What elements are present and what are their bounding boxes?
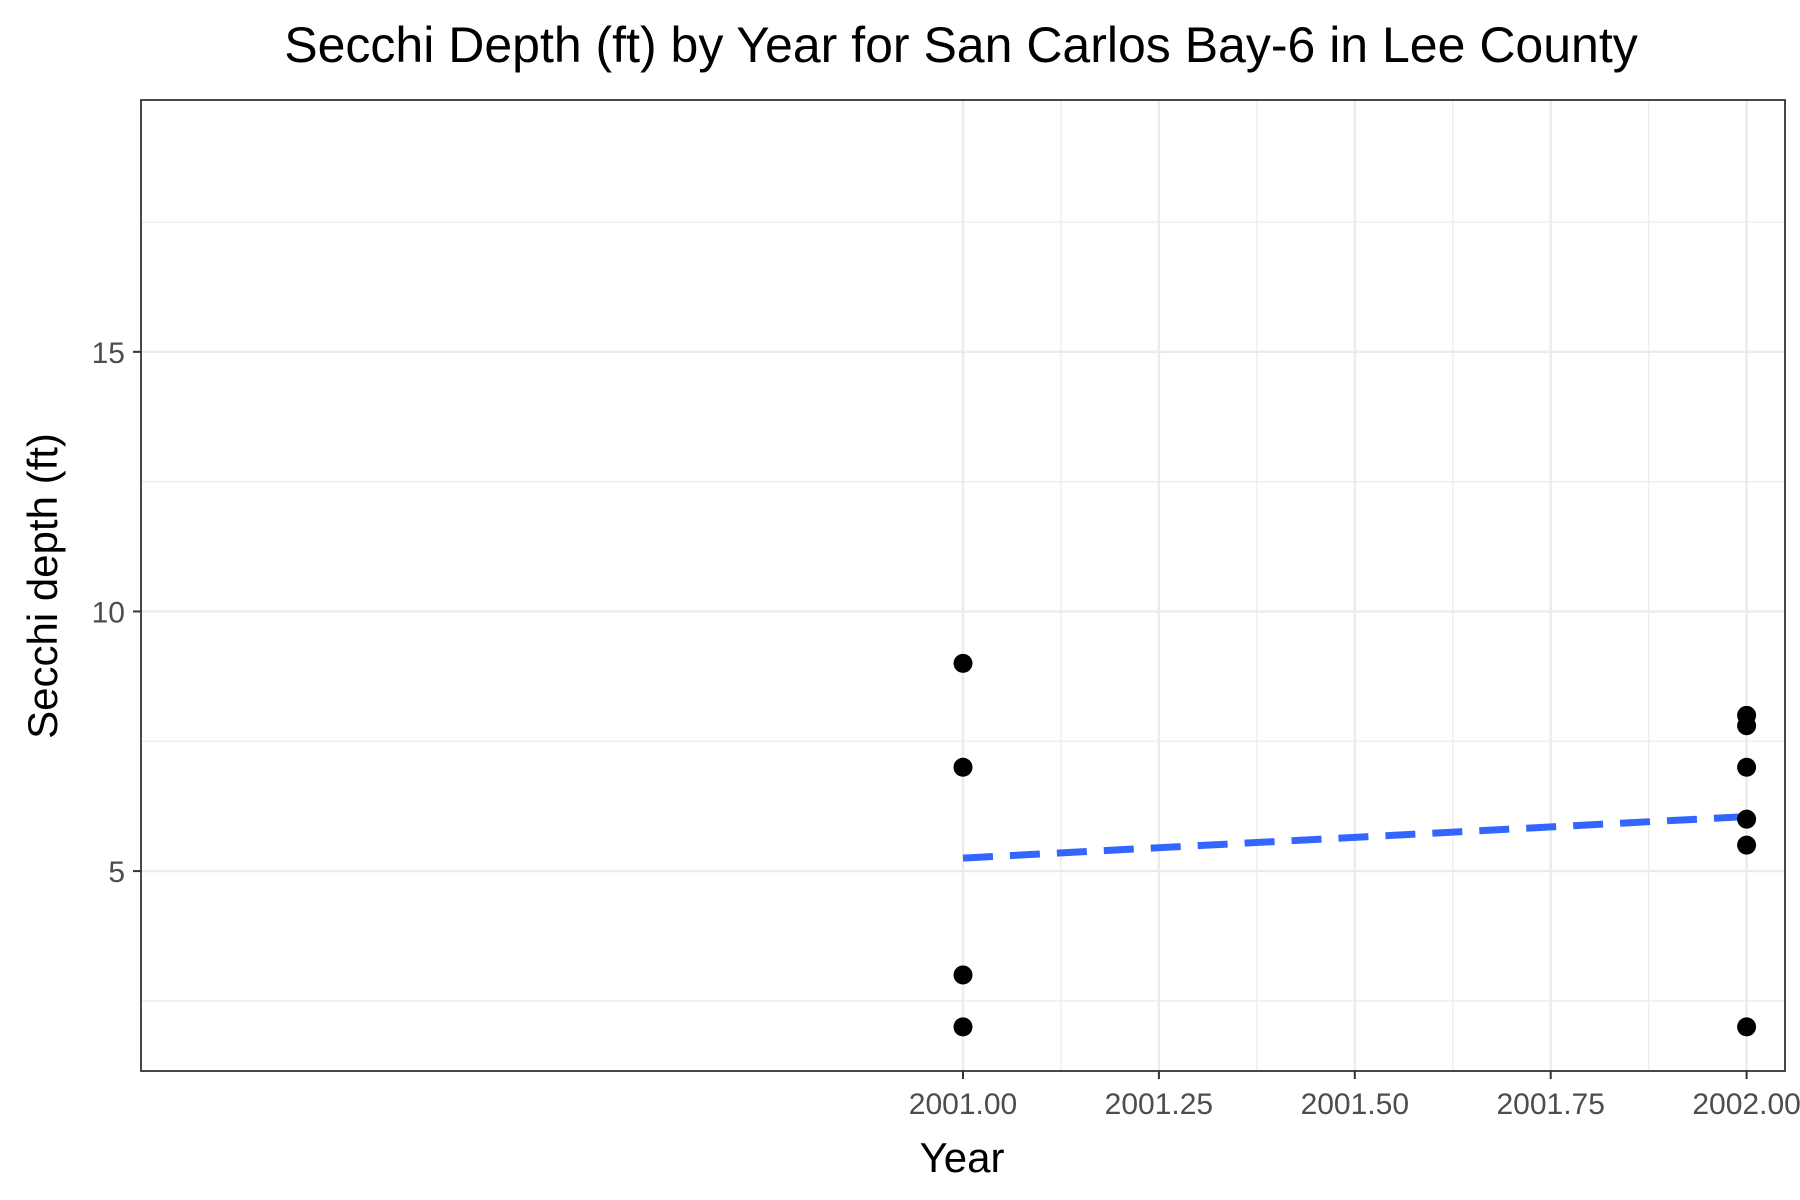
data-point bbox=[1737, 716, 1757, 736]
chart-title: Secchi Depth (ft) by Year for San Carlos… bbox=[284, 17, 1638, 73]
trend-line bbox=[962, 813, 1747, 862]
y-tick-label: 5 bbox=[108, 856, 125, 889]
data-points bbox=[953, 653, 1757, 1037]
data-point bbox=[1737, 835, 1757, 855]
x-tick-label: 2001.50 bbox=[1301, 1088, 1409, 1121]
data-point bbox=[1737, 809, 1757, 829]
data-point bbox=[953, 757, 973, 777]
y-axis: 5 10 15 bbox=[92, 337, 141, 889]
x-tick-label: 2001.00 bbox=[909, 1088, 1017, 1121]
data-point bbox=[1737, 1017, 1757, 1037]
x-tick-label: 2001.25 bbox=[1105, 1088, 1213, 1121]
y-tick-label: 10 bbox=[92, 596, 125, 629]
data-point bbox=[953, 1017, 973, 1037]
y-tick-label: 15 bbox=[92, 337, 125, 370]
grid bbox=[141, 100, 1785, 1071]
y-axis-title: Secchi depth (ft) bbox=[19, 433, 66, 739]
x-tick-label: 2002.00 bbox=[1692, 1088, 1800, 1121]
data-point bbox=[953, 965, 973, 985]
data-point bbox=[1737, 757, 1757, 777]
data-point bbox=[953, 653, 973, 673]
x-tick-label: 2001.75 bbox=[1496, 1088, 1604, 1121]
trend-line-group bbox=[962, 813, 1747, 862]
x-axis-title: Year bbox=[920, 1134, 1005, 1181]
x-axis: 2001.00 2001.25 2001.50 2001.75 2002.00 bbox=[909, 1071, 1800, 1121]
